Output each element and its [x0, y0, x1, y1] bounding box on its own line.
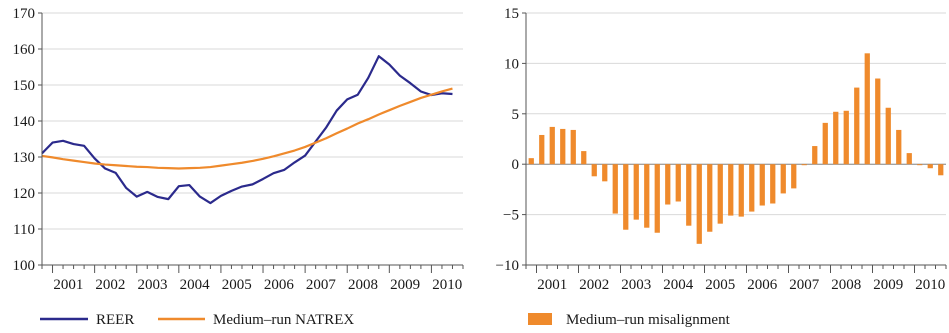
misalignment-bar: [633, 164, 639, 220]
x-tick-label: 2010: [915, 277, 945, 293]
x-tick-label: 2007: [789, 277, 820, 293]
misalignment-bar: [623, 164, 629, 230]
y-tick-label: 160: [13, 42, 36, 58]
legend-label-reer: REER: [96, 312, 134, 328]
misalignment-bar: [749, 164, 755, 212]
y-tick-label: 150: [13, 78, 36, 94]
misalignment-bar: [780, 164, 786, 194]
x-tick-label: 2009: [873, 277, 903, 293]
x-tick-label: 2003: [138, 277, 168, 293]
x-tick-label: 2008: [348, 277, 378, 293]
misalignment-bar: [644, 164, 650, 228]
x-tick-label: 2008: [831, 277, 861, 293]
misalignment-bar: [570, 129, 576, 165]
legends: REER Medium–run NATREX Medium–run misalign…: [40, 312, 731, 328]
y-tick-label: 120: [13, 186, 36, 202]
x-tick-label: 2006: [747, 277, 778, 293]
y-tick-label: 15: [504, 6, 519, 22]
x-tick-label: 2001: [53, 277, 83, 293]
y-tick-label: 10: [504, 56, 519, 72]
natrex-line: [41, 87, 453, 170]
x-tick-label: 2002: [95, 277, 125, 293]
y-tick-label: 140: [13, 114, 36, 130]
misalignment-bar: [770, 164, 776, 204]
misalignment-bar: [917, 164, 923, 166]
misalignment-bar: [707, 164, 713, 232]
y-tick-label: −10: [496, 258, 519, 274]
misalignment-bar: [854, 87, 860, 165]
misalignment-bar: [602, 164, 608, 182]
legend-swatch-misalignment: [528, 313, 552, 325]
misalignment-bar: [906, 153, 912, 165]
legend-label-misalignment: Medium–run misalignment: [566, 312, 731, 328]
misalignment-bar: [696, 164, 702, 244]
misalignment-bar: [539, 134, 545, 165]
misalignment-bar: [791, 164, 797, 189]
misalignment-bar: [896, 129, 902, 165]
misalignment-bar: [717, 164, 723, 224]
x-tick-label: 2001: [537, 277, 567, 293]
misalignment-bar: [822, 122, 828, 165]
x-tick-label: 2006: [264, 277, 295, 293]
misalignment-bar: [581, 151, 587, 165]
y-tick-label: 0: [512, 157, 520, 173]
y-tick-label: −5: [503, 208, 519, 224]
misalignment-bar: [549, 126, 555, 165]
reer-line: [41, 55, 453, 205]
x-tick-label: 2003: [621, 277, 651, 293]
misalignment-bar: [833, 111, 839, 165]
misalignment-bar: [612, 164, 618, 214]
misalignment-bar: [591, 164, 597, 177]
y-tick-label: 130: [13, 150, 36, 166]
misalignment-bar: [812, 146, 818, 165]
x-tick-label: 2004: [180, 277, 211, 293]
x-tick-label: 2010: [432, 277, 462, 293]
misalignment-bar: [686, 164, 692, 226]
misalignment-bar: [738, 164, 744, 217]
misalignment-bar: [801, 164, 807, 166]
x-tick-label: 2004: [663, 277, 694, 293]
y-tick-label: 110: [13, 222, 35, 238]
x-tick-label: 2005: [705, 277, 735, 293]
x-tick-label: 2002: [579, 277, 609, 293]
y-tick-label: 5: [512, 107, 520, 123]
misalignment-bar: [675, 164, 681, 202]
misalignment-bar: [665, 164, 671, 205]
misalignment-bar: [864, 53, 870, 165]
misalignment-bar: [927, 164, 933, 169]
misalignment-bar: [654, 164, 660, 233]
y-tick-label: 170: [13, 6, 36, 22]
misalignment-bar: [759, 164, 765, 206]
y-tick-label: 100: [13, 258, 36, 274]
misalignment-bar: [728, 164, 734, 216]
right-bar-chart: −10 −5 0 5 10 15 2001 2002 2003 2004 2005 2006 2007 2…: [496, 6, 947, 293]
legend-label-natrex: Medium–run NATREX: [213, 312, 354, 328]
x-tick-label: 2007: [306, 277, 337, 293]
misalignment-bar: [875, 78, 881, 165]
misalignment-bar: [843, 110, 849, 165]
misalignment-bar: [938, 164, 944, 176]
misalignment-bar: [885, 107, 891, 165]
x-tick-label: 2005: [222, 277, 252, 293]
left-line-chart: 100 110 120 130 140 150 160 170 2001 2002 2003 2004…: [13, 6, 464, 293]
x-tick-label: 2009: [390, 277, 420, 293]
misalignment-bar: [528, 158, 534, 165]
misalignment-bar: [560, 128, 566, 165]
